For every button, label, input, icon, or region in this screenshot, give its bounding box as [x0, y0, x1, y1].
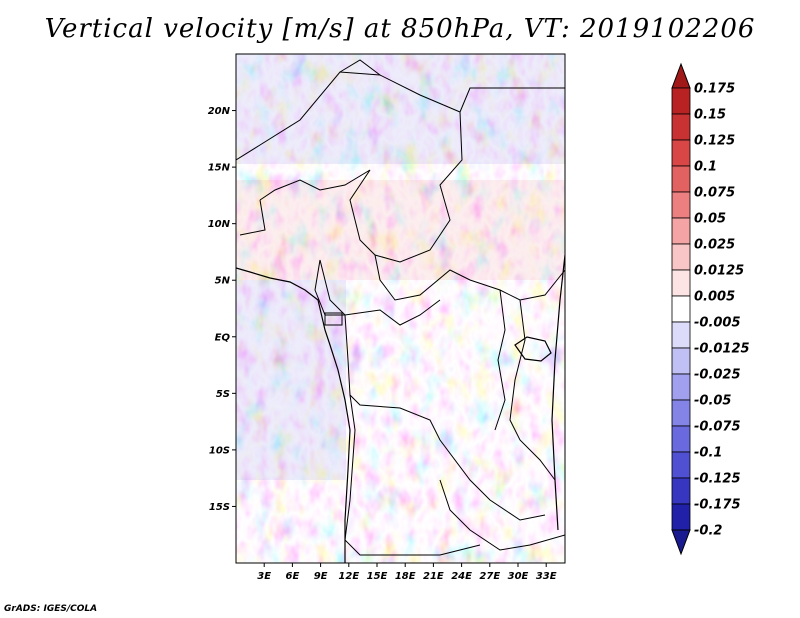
- colorbar-swatch: [671, 399, 691, 427]
- border-equatorial-guinea: [324, 312, 343, 326]
- colorbar-swatch: [671, 269, 691, 297]
- border-southeast: [439, 479, 565, 551]
- border-north-b: [459, 87, 565, 113]
- colorbar-swatch: [671, 451, 691, 479]
- colorbar-swatch: [671, 191, 691, 219]
- chart-title: Vertical velocity [m/s] at 850hPa, VT: 2…: [44, 14, 756, 44]
- colorbar-label: -0.005: [694, 316, 741, 331]
- colorbar-labels: 0.175 0.15 0.125 0.1 0.075 0.05 0.025 0.0125 0.0…: [694, 82, 750, 539]
- lake-victoria: [514, 336, 552, 362]
- coast-east: [551, 254, 565, 531]
- border-congo: [344, 314, 546, 521]
- subsidence-band-north: [236, 54, 565, 164]
- colorbar-label: 0.05: [694, 212, 726, 227]
- colorbar-swatch: [671, 165, 691, 193]
- colorbar-label: 0.0125: [694, 264, 744, 279]
- lon-tick-label: 9E: [314, 571, 328, 582]
- lat-tick-label: 5N: [215, 276, 231, 287]
- lat-tick-label: 20N: [208, 106, 231, 117]
- colorbar-label: -0.05: [694, 394, 731, 409]
- colorbar-label: 0.1: [694, 160, 717, 175]
- colorbar-swatches: [671, 62, 691, 556]
- colorbar-swatch: [671, 139, 691, 167]
- colorbar-label: -0.175: [694, 498, 741, 513]
- border-north-a: [236, 71, 463, 263]
- lon-tick-label: 24E: [451, 571, 472, 582]
- colorbar-swatch: [671, 425, 691, 453]
- colorbar-label: 0.125: [694, 134, 735, 149]
- colorbar-label: 0.025: [694, 238, 735, 253]
- lat-tick-label: 10N: [208, 219, 231, 230]
- lat-tick-label: 15N: [208, 163, 231, 174]
- border-central: [319, 259, 441, 326]
- colorbar-swatch: [671, 373, 691, 401]
- colorbar-label: 0.15: [694, 108, 726, 123]
- ascent-band-sahel: [236, 180, 565, 280]
- colorbar-label: -0.075: [694, 420, 741, 435]
- colorbar-swatch: [671, 503, 691, 531]
- colorbar-label: -0.125: [694, 472, 741, 487]
- lon-tick-label: 3E: [257, 571, 271, 582]
- lon-tick-label: 27E: [479, 571, 500, 582]
- lon-tick-label: 6E: [286, 571, 300, 582]
- colorbar-swatch: [671, 295, 691, 323]
- colorbar-swatch: [671, 347, 691, 375]
- colorbar-label: 0.075: [694, 186, 735, 201]
- colorbar-swatch-max: [671, 62, 691, 89]
- border-cameroon: [314, 259, 345, 316]
- border-sahel: [374, 254, 565, 301]
- lat-tick-label: 10S: [209, 445, 230, 456]
- latitude-axis: 20N 15N 10N 5N EQ 5S 10S 15S: [208, 106, 236, 513]
- map-frame: [235, 53, 566, 564]
- colorbar-label: 0.005: [694, 290, 735, 305]
- border-west: [239, 199, 266, 236]
- colorbar-swatch: [671, 321, 691, 349]
- coast-gulf-of-guinea: [236, 267, 351, 563]
- grads-credit: GrADS: IGES/COLA: [4, 604, 98, 614]
- colorbar-label: -0.2: [694, 524, 722, 539]
- lon-tick-label: 12E: [338, 571, 359, 582]
- border-east: [509, 299, 556, 481]
- lat-tick-label: EQ: [215, 332, 231, 343]
- colorbar-label: -0.1: [694, 446, 722, 461]
- lon-tick-label: 15E: [367, 571, 388, 582]
- lon-tick-label: 18E: [395, 571, 416, 582]
- colorbar-label: -0.0125: [694, 342, 750, 357]
- colorbar-label: 0.175: [694, 82, 735, 97]
- colorbar-swatch: [671, 217, 691, 245]
- lat-tick-label: 15S: [209, 502, 230, 513]
- lon-tick-label: 33E: [536, 571, 557, 582]
- lon-tick-label: 21E: [423, 571, 444, 582]
- colorbar-swatch-min: [671, 529, 691, 556]
- longitude-axis: 3E 6E 9E 12E 15E 18E 21E 24E 27E 30E 33E: [257, 563, 557, 582]
- colorbar-swatch: [671, 113, 691, 141]
- colorbar-swatch: [671, 87, 691, 115]
- colorbar-swatch: [671, 243, 691, 271]
- coastline: [236, 254, 565, 563]
- border-lakes: [494, 289, 506, 431]
- colorbar-label: -0.025: [694, 368, 741, 383]
- vertical-velocity-field: [236, 54, 565, 563]
- lon-tick-label: 30E: [508, 571, 529, 582]
- lat-tick-label: 5S: [216, 389, 230, 400]
- border-north-c: [339, 59, 381, 76]
- colorbar-swatch: [671, 477, 691, 505]
